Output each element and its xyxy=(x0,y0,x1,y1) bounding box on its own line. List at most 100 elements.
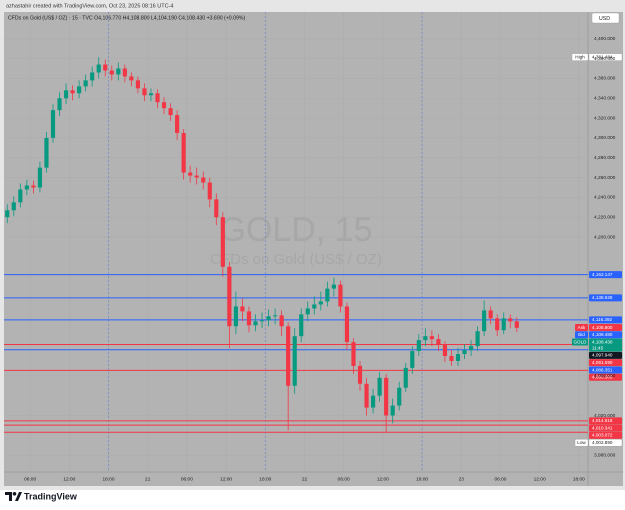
candle-body xyxy=(207,182,212,200)
candle-body xyxy=(292,336,297,386)
price-tag-name: GOLD xyxy=(573,339,587,344)
price-tag xyxy=(589,366,622,374)
candle-body xyxy=(416,340,421,352)
watermark-subtitle: CFDs on Gold (US$ / OZ) xyxy=(210,251,382,268)
candle-body xyxy=(135,80,141,89)
y-tick-label: 4,020.000 xyxy=(594,413,616,419)
candle-body xyxy=(77,86,82,94)
candle-body xyxy=(70,90,75,94)
x-tick-label: 22 xyxy=(302,476,308,482)
price-tag xyxy=(589,323,622,331)
currency: USD xyxy=(599,16,610,22)
candle-body xyxy=(11,202,16,211)
candle-body xyxy=(357,365,363,384)
candle-body xyxy=(103,64,108,71)
price-tag xyxy=(589,294,622,302)
price-tag-label: 4,091.590 xyxy=(592,360,613,365)
y-tick-label: 4,240.000 xyxy=(594,195,616,201)
candle-body xyxy=(246,311,252,326)
candle-body xyxy=(122,68,127,77)
price-tag-label: 4,108.800 xyxy=(592,325,613,330)
candle-body xyxy=(96,64,101,73)
brand: TradingView xyxy=(24,491,78,501)
candle-body xyxy=(370,395,376,408)
candle-body xyxy=(331,284,336,289)
currency-box[interactable] xyxy=(591,12,620,24)
price-tag-label: 4,003.072 xyxy=(592,433,613,438)
y-tick-label: 4,260.000 xyxy=(594,175,616,181)
candle-body xyxy=(279,315,284,327)
x-tick-label: 12:00 xyxy=(220,476,232,482)
price-tag-name-box xyxy=(574,439,589,447)
candle-body xyxy=(37,167,43,188)
price-tag xyxy=(589,373,622,381)
x-tick-label: 18:00 xyxy=(259,476,271,482)
y-tick-label: 4,400.000 xyxy=(594,36,616,42)
y-tick-label: 3,980.000 xyxy=(594,452,616,458)
candle-body xyxy=(266,316,271,321)
candle-body xyxy=(18,189,23,203)
price-tag-label: 4,108.430 xyxy=(592,339,613,344)
price-tag-label: 4,014.618 xyxy=(592,418,613,423)
candle-body xyxy=(116,68,121,75)
plot xyxy=(4,12,588,472)
x-tick-label: 18:00 xyxy=(416,476,428,482)
candle-body xyxy=(63,90,69,99)
price-tag xyxy=(589,424,622,432)
candle-body xyxy=(233,306,238,327)
price-tag-label: 4,108.480 xyxy=(592,332,613,337)
price-tag-name: Low xyxy=(577,440,586,445)
candle-body xyxy=(318,301,323,305)
candle-body xyxy=(508,318,513,322)
candle-body xyxy=(214,199,219,218)
price-tag-label: 4,002.890 xyxy=(592,440,613,445)
price-tag-label: 4,065.505 xyxy=(592,375,613,380)
candle-body xyxy=(240,306,245,312)
x-tick-label: 06:00 xyxy=(338,476,350,482)
candle-body xyxy=(468,346,474,351)
price-tag-name: Ask xyxy=(578,325,586,330)
price-tag-label: 4,097.940 xyxy=(592,353,613,358)
candle-body xyxy=(442,345,448,357)
candle-body xyxy=(325,288,330,302)
x-tick-label: 12:00 xyxy=(534,476,546,482)
price-tag-name: High xyxy=(575,54,585,59)
candle-body xyxy=(410,351,415,368)
y-tick-label: 4,380.000 xyxy=(594,56,616,62)
candle-body xyxy=(148,93,154,96)
candle-body xyxy=(488,310,493,319)
candle-body xyxy=(384,377,389,416)
price-tag-label: 4,116.392 xyxy=(592,317,613,322)
price-tag-sub: 11:45 xyxy=(592,345,604,350)
watermark-title: GOLD, 15 xyxy=(219,211,372,249)
x-tick-label: 12:00 xyxy=(377,476,389,482)
candle-body xyxy=(286,326,291,386)
candle-body xyxy=(31,185,36,188)
candle-body xyxy=(24,185,29,190)
y-tick-label: 4,340.000 xyxy=(594,96,616,102)
price-tag-label: 4,138.628 xyxy=(592,295,613,300)
price-tag-name-box xyxy=(575,331,588,339)
price-tag-label: 4,010.341 xyxy=(592,425,613,430)
price-tag xyxy=(589,338,622,352)
candle-body xyxy=(482,310,487,332)
price-tag xyxy=(589,351,622,359)
candle-body xyxy=(44,137,49,168)
y-tick-label: 4,220.000 xyxy=(594,214,616,220)
price-tag xyxy=(589,271,622,279)
candle-body xyxy=(57,98,62,111)
price-tag-name: Bid xyxy=(578,332,585,337)
candle-body xyxy=(50,110,56,138)
candle-body xyxy=(423,336,428,341)
y-tick-label: 4,320.000 xyxy=(594,115,616,121)
candle-body xyxy=(273,315,278,317)
price-tag xyxy=(588,53,623,61)
candle-body xyxy=(129,76,134,81)
logo-mark xyxy=(15,492,22,501)
x-tick-label: 06:00 xyxy=(181,476,193,482)
candle-body xyxy=(390,405,395,416)
price-tag xyxy=(589,331,622,339)
y-tick-label: 4,360.000 xyxy=(594,76,616,82)
candle-body xyxy=(194,175,199,178)
